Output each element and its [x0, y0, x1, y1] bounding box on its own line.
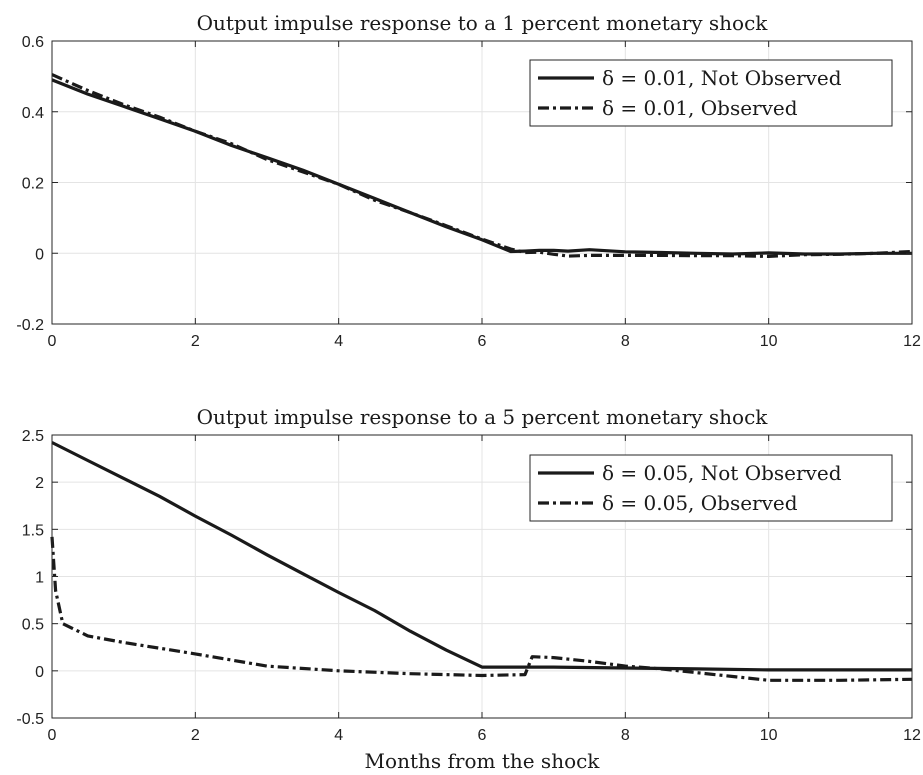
- chart-bottom-title: Output impulse response to a 5 percent m…: [197, 405, 769, 429]
- legend-label: δ = 0.05, Observed: [602, 491, 798, 515]
- y-tick-label: 1.5: [22, 522, 44, 539]
- series-line-1: [51, 441, 912, 672]
- chart-top-series: [51, 73, 913, 258]
- chart-bottom-xlabel: Months from the shock: [365, 749, 601, 773]
- x-tick-label: 4: [334, 333, 343, 350]
- chart-bottom-series: [50, 441, 913, 682]
- x-tick-label: 12: [903, 727, 921, 744]
- legend-label: δ = 0.01, Observed: [602, 96, 798, 120]
- series-line-2: [51, 73, 913, 258]
- legend-label: δ = 0.05, Not Observed: [602, 461, 842, 485]
- chart-top-ticks: 0 2 4 6 8 10 12-0.200.20.40.6: [16, 34, 921, 350]
- x-tick-label: 6: [478, 727, 487, 744]
- x-tick-label: 0: [48, 727, 57, 744]
- y-tick-label: 0: [35, 246, 44, 263]
- x-tick-label: 6: [478, 333, 487, 350]
- y-tick-label: 0.2: [22, 176, 44, 193]
- legend-label: δ = 0.01, Not Observed: [602, 66, 842, 90]
- x-tick-label: 10: [760, 333, 778, 350]
- y-tick-label: 0.6: [22, 34, 44, 51]
- chart-top-legend: δ = 0.01, Not Observed δ = 0.01, Observed: [529, 59, 893, 127]
- chart-top: Output impulse response to a 1 percent m…: [16, 11, 921, 350]
- chart-top-title: Output impulse response to a 1 percent m…: [197, 11, 769, 35]
- x-tick-label: 8: [621, 727, 630, 744]
- x-tick-label: 2: [191, 333, 200, 350]
- x-tick-label: 8: [621, 333, 630, 350]
- chart-bottom-ticks: 0 2 4 6 8 10 12-0.500.511.522.5: [16, 428, 921, 744]
- chart-bottom: Output impulse response to a 5 percent m…: [16, 405, 921, 773]
- x-tick-label: 2: [191, 727, 200, 744]
- chart-bottom-legend: δ = 0.05, Not Observed δ = 0.05, Observed: [529, 454, 893, 522]
- y-tick-label: 0: [35, 664, 44, 681]
- y-tick-label: -0.2: [16, 317, 44, 334]
- x-tick-label: 0: [48, 333, 57, 350]
- legend-box: [529, 454, 893, 522]
- x-tick-label: 12: [903, 333, 921, 350]
- y-tick-label: 0.5: [22, 617, 44, 634]
- y-tick-label: 2.5: [22, 428, 44, 445]
- y-tick-label: -0.5: [16, 711, 44, 728]
- y-tick-label: 0.4: [22, 105, 44, 122]
- x-tick-label: 4: [334, 727, 343, 744]
- y-tick-label: 1: [35, 570, 44, 587]
- series-line-1: [51, 78, 912, 256]
- y-tick-label: 2: [35, 475, 44, 492]
- legend-box: [529, 59, 893, 127]
- x-tick-label: 10: [760, 727, 778, 744]
- series-line-2: [50, 536, 913, 682]
